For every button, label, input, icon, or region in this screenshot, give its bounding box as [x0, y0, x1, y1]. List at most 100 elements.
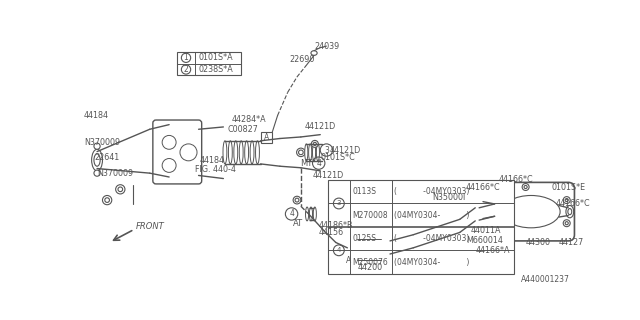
Text: M660014: M660014 [466, 236, 503, 245]
Text: N370009: N370009 [84, 138, 120, 147]
Bar [261, 132, 272, 143]
Ellipse shape [311, 140, 318, 147]
Ellipse shape [239, 141, 243, 164]
Ellipse shape [223, 141, 227, 164]
Ellipse shape [305, 207, 308, 221]
Text: 44127: 44127 [559, 238, 584, 247]
Text: 24039: 24039 [315, 42, 340, 51]
Text: A440001237: A440001237 [521, 275, 570, 284]
Ellipse shape [94, 143, 100, 149]
Ellipse shape [566, 205, 573, 218]
Ellipse shape [524, 186, 527, 188]
Ellipse shape [447, 234, 454, 241]
Ellipse shape [456, 241, 463, 248]
Text: 44184: 44184 [200, 156, 225, 164]
Bar [177, 52, 241, 76]
Text: AT: AT [293, 219, 303, 228]
Text: (           -04MY0303): ( -04MY0303) [394, 187, 469, 196]
Ellipse shape [313, 142, 316, 145]
Ellipse shape [94, 170, 100, 176]
Ellipse shape [180, 144, 197, 161]
Ellipse shape [296, 148, 305, 156]
Text: 44166*C: 44166*C [556, 199, 591, 208]
Text: 44121D: 44121D [312, 171, 344, 180]
Text: M270008: M270008 [352, 211, 388, 220]
Bar [344, 256, 353, 266]
Text: (04MY0304-           ): (04MY0304- ) [394, 258, 469, 267]
Ellipse shape [568, 209, 572, 215]
Text: 2: 2 [184, 65, 188, 74]
FancyBboxPatch shape [153, 120, 202, 184]
Ellipse shape [472, 205, 479, 222]
Text: 44166*A: 44166*A [476, 246, 509, 255]
Ellipse shape [522, 184, 529, 190]
Ellipse shape [234, 141, 237, 164]
Ellipse shape [458, 243, 461, 246]
Ellipse shape [502, 196, 560, 228]
Text: 1: 1 [184, 53, 188, 62]
Ellipse shape [468, 251, 475, 258]
Ellipse shape [162, 135, 176, 149]
Text: 44284*A: 44284*A [231, 115, 266, 124]
Text: 22690: 22690 [289, 55, 315, 64]
Ellipse shape [565, 198, 568, 202]
Text: N35000I: N35000I [433, 193, 466, 202]
Ellipse shape [255, 141, 259, 164]
Text: 3: 3 [324, 146, 329, 155]
Text: 0101S*E: 0101S*E [551, 182, 586, 191]
Text: 44166*C: 44166*C [499, 175, 533, 184]
Text: N370009: N370009 [97, 169, 133, 178]
Text: 44200: 44200 [358, 263, 383, 272]
Text: (           -04MY0303): ( -04MY0303) [394, 234, 469, 243]
Text: FIG. 440-4: FIG. 440-4 [195, 165, 236, 174]
Ellipse shape [162, 158, 176, 172]
Text: 0101S*C: 0101S*C [320, 153, 355, 162]
Ellipse shape [295, 198, 299, 202]
Text: 0101S*A: 0101S*A [198, 53, 233, 62]
FancyBboxPatch shape [488, 182, 575, 241]
Text: 0113S: 0113S [352, 187, 376, 196]
Ellipse shape [342, 230, 349, 237]
Text: (04MY0304-           ): (04MY0304- ) [394, 211, 469, 220]
Ellipse shape [94, 154, 100, 166]
Ellipse shape [92, 149, 102, 171]
Ellipse shape [439, 203, 447, 210]
Text: MT: MT [300, 159, 312, 168]
Ellipse shape [312, 144, 316, 161]
Ellipse shape [228, 141, 232, 164]
Ellipse shape [344, 232, 347, 235]
Ellipse shape [441, 204, 445, 208]
Ellipse shape [470, 252, 473, 256]
Bar [328, 180, 514, 274]
Text: 44300: 44300 [525, 238, 550, 247]
Text: 44166*C: 44166*C [466, 182, 500, 191]
FancyBboxPatch shape [344, 231, 394, 268]
Text: C00827: C00827 [227, 125, 258, 134]
Text: 3: 3 [337, 201, 341, 206]
Text: A: A [346, 256, 351, 265]
Text: 22641: 22641 [94, 153, 119, 162]
Ellipse shape [492, 189, 499, 196]
Ellipse shape [250, 141, 254, 164]
Text: 4: 4 [337, 247, 341, 253]
Ellipse shape [316, 144, 319, 161]
Ellipse shape [563, 196, 570, 204]
Ellipse shape [565, 222, 568, 225]
Text: FRONT: FRONT [136, 222, 164, 231]
Ellipse shape [244, 141, 248, 164]
Text: 44184: 44184 [84, 111, 109, 120]
Text: 44186*B: 44186*B [319, 221, 353, 230]
Text: 44121D: 44121D [330, 146, 361, 155]
Ellipse shape [313, 207, 316, 221]
Ellipse shape [340, 237, 347, 244]
Ellipse shape [293, 196, 301, 204]
Text: A: A [264, 133, 269, 142]
Text: 4: 4 [289, 210, 294, 219]
Ellipse shape [449, 236, 452, 239]
Ellipse shape [298, 150, 303, 155]
Text: 44011A: 44011A [470, 227, 501, 236]
Ellipse shape [305, 144, 308, 161]
Text: 44121D: 44121D [305, 123, 336, 132]
Ellipse shape [311, 51, 317, 55]
Ellipse shape [494, 191, 497, 194]
